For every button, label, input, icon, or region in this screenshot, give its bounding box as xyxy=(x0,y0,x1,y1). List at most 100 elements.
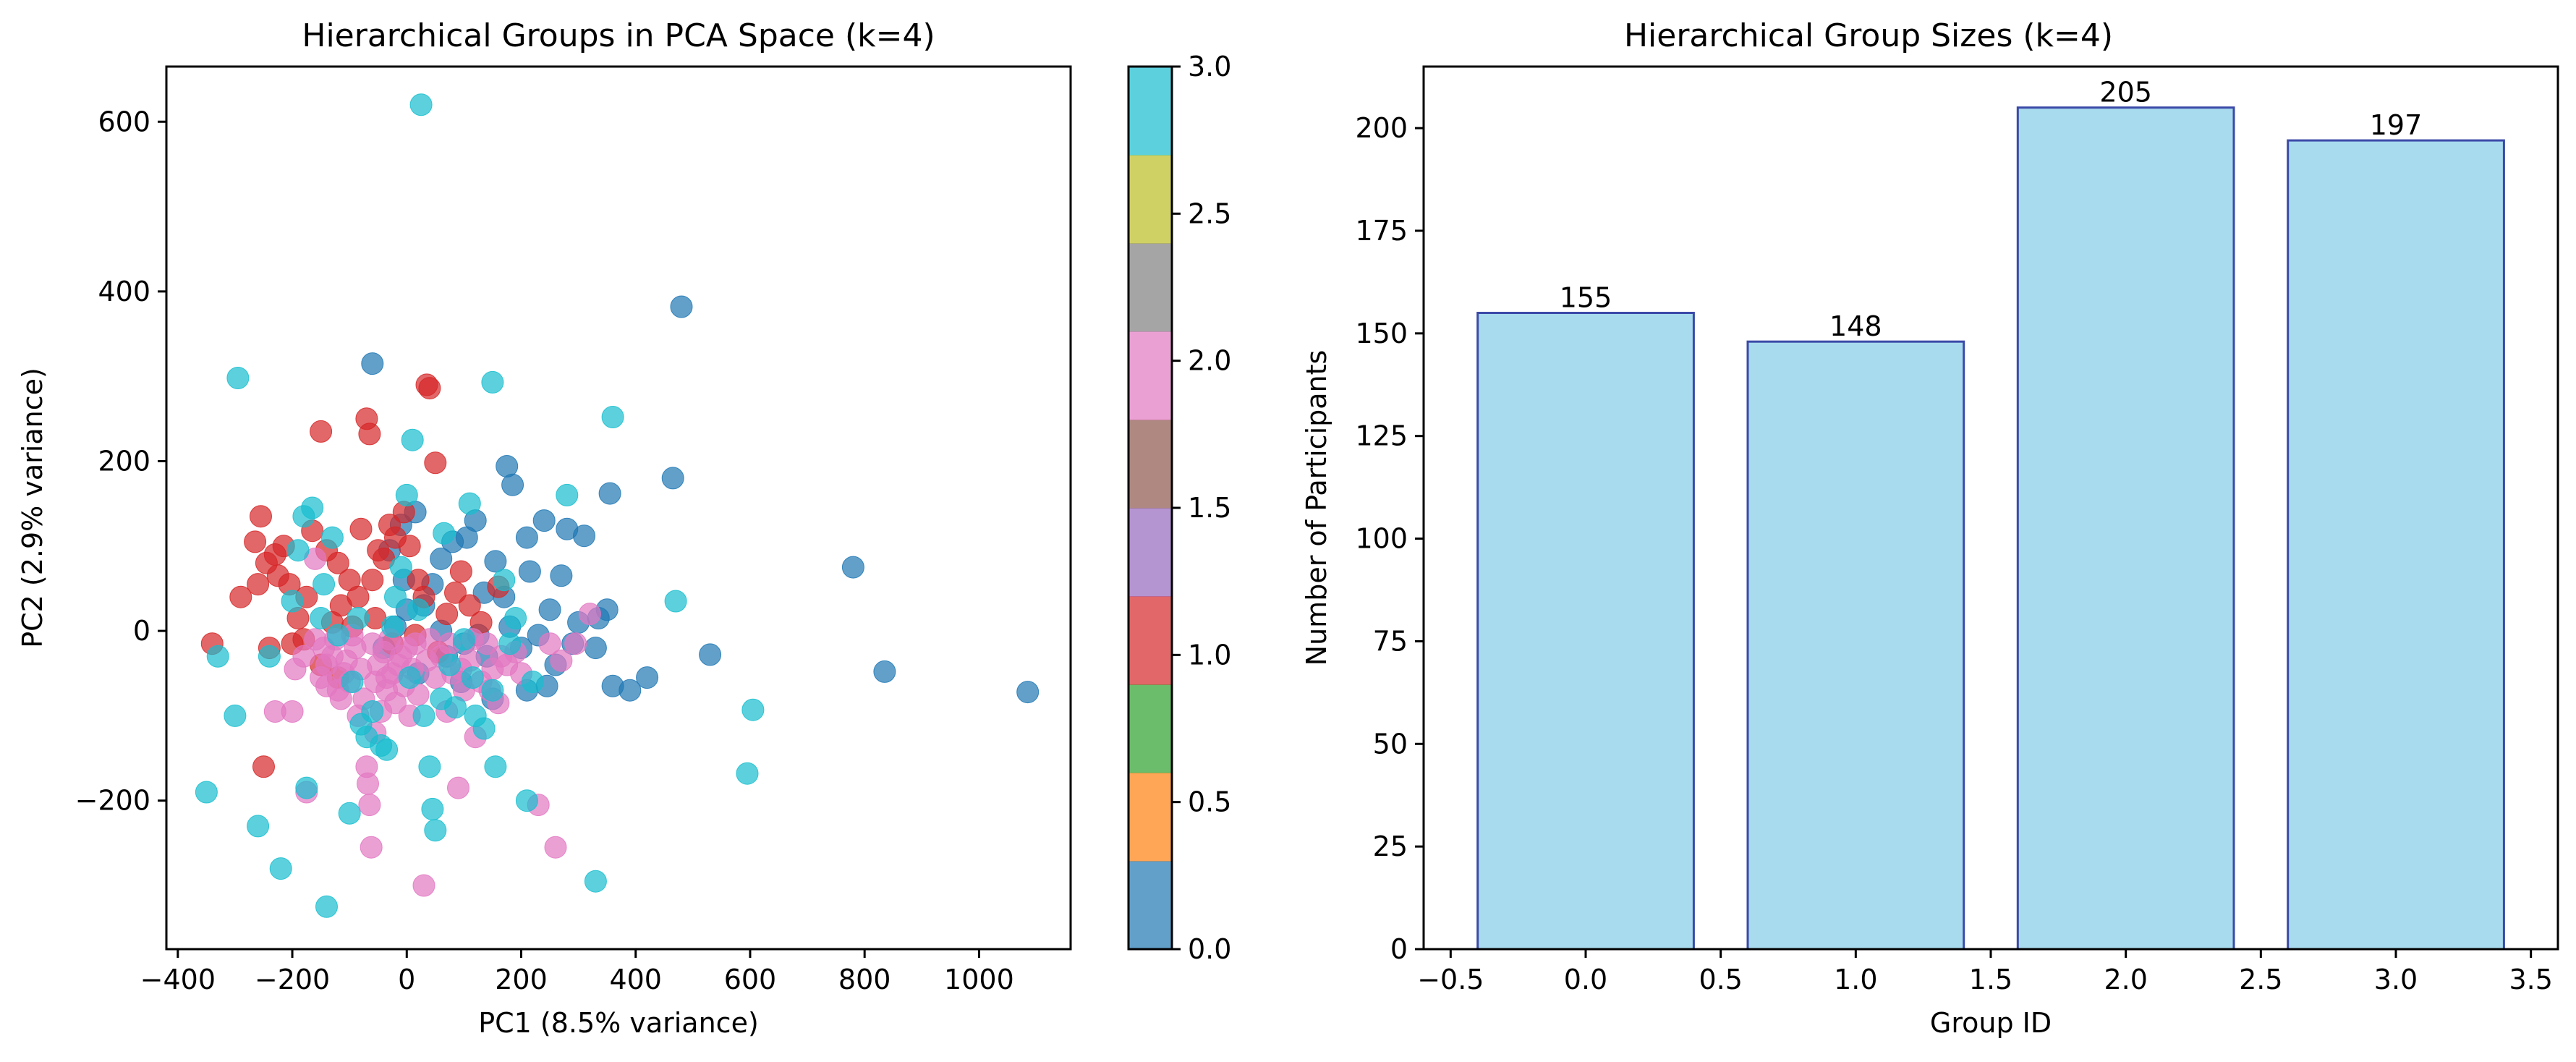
scatter-point xyxy=(412,874,435,897)
scatter-point xyxy=(452,628,475,651)
scatter-point xyxy=(418,755,441,778)
scatter-point xyxy=(295,776,318,799)
colorbar-segment xyxy=(1128,684,1172,773)
scatter-point xyxy=(409,93,433,116)
scatter-point xyxy=(447,776,469,799)
scatter-point xyxy=(481,370,504,394)
colorbar-segment xyxy=(1128,596,1172,685)
scatter-point xyxy=(315,895,338,918)
bar-x-axis-label: Group ID xyxy=(1930,1007,2052,1039)
scatter-point xyxy=(404,632,427,655)
scatter-point xyxy=(361,700,384,723)
scatter-point xyxy=(347,585,370,608)
scatter-y-tick-label: −200 xyxy=(75,785,150,817)
colorbar-segment xyxy=(1128,243,1172,332)
scatter-point xyxy=(736,762,759,785)
scatter-point xyxy=(401,428,424,451)
scatter-point xyxy=(544,836,567,859)
scatter-point xyxy=(458,492,481,515)
colorbar-tick-label: 0.0 xyxy=(1188,933,1231,965)
bar-y-axis-label: Number of Participants xyxy=(1301,350,1332,666)
scatter-point xyxy=(281,590,304,613)
colorbar-tick-label: 1.0 xyxy=(1188,639,1231,671)
scatter-point xyxy=(636,666,659,689)
scatter-point xyxy=(335,649,358,672)
scatter-point xyxy=(247,815,270,838)
scatter-point xyxy=(357,772,379,795)
scatter-point xyxy=(532,509,556,532)
scatter-point xyxy=(515,789,538,812)
scatter-point xyxy=(564,632,587,655)
scatter-point xyxy=(538,598,561,621)
scatter-point xyxy=(584,637,607,660)
scatter-point xyxy=(310,607,333,629)
bar-y-tick-label: 200 xyxy=(1355,112,1408,144)
scatter-x-axis: −400 −200 0 200 400 600 800 1000 xyxy=(140,949,1014,995)
bar-y-tick-label: 75 xyxy=(1373,625,1408,657)
scatter-point xyxy=(244,530,267,553)
colorbar-segment xyxy=(1128,773,1172,862)
scatter-point xyxy=(661,467,684,490)
scatter-points xyxy=(195,93,1040,918)
scatter-point xyxy=(310,420,333,443)
scatter-point xyxy=(550,649,573,672)
scatter-y-tick-label: 400 xyxy=(98,276,150,307)
scatter-point xyxy=(430,547,453,570)
bar-x-tick-label: −0.5 xyxy=(1417,964,1484,995)
scatter-point xyxy=(338,802,361,825)
scatter-point xyxy=(250,505,272,528)
scatter-point xyxy=(361,569,384,592)
scatter-point xyxy=(384,585,407,608)
scatter-point xyxy=(496,455,519,477)
colorbar-segment xyxy=(1128,67,1172,156)
scatter-point xyxy=(398,535,421,558)
scatter-point xyxy=(601,674,624,697)
scatter-point xyxy=(224,704,247,727)
scatter-title: Hierarchical Groups in PCA Space (k=4) xyxy=(302,17,935,54)
bar-value-label: 148 xyxy=(1829,310,1882,342)
scatter-point xyxy=(313,573,336,596)
scatter-point xyxy=(433,522,456,545)
scatter-point xyxy=(444,581,467,604)
scatter-point xyxy=(501,473,524,496)
bar-y-tick-label: 25 xyxy=(1373,831,1408,862)
bar-y-tick-label: 175 xyxy=(1355,215,1408,247)
scatter-point xyxy=(361,352,384,375)
bar xyxy=(1746,340,1965,951)
scatter-x-tick-label: 200 xyxy=(495,964,548,995)
scatter-point xyxy=(1016,681,1040,704)
colorbar-tick-label: 2.5 xyxy=(1188,197,1231,229)
colorbar-tick-label: 0.5 xyxy=(1188,786,1231,818)
bar-y-tick-label: 50 xyxy=(1373,728,1408,760)
bar-x-tick-label: 2.5 xyxy=(2239,964,2282,995)
scatter-point xyxy=(699,643,722,666)
scatter-x-tick-label: 1000 xyxy=(944,964,1014,995)
scatter-point xyxy=(266,564,289,587)
scatter-x-tick-label: −200 xyxy=(255,964,330,995)
scatter-point xyxy=(381,615,404,638)
scatter-point xyxy=(538,632,561,655)
scatter-x-tick-label: 800 xyxy=(838,964,891,995)
bar xyxy=(1476,312,1695,951)
scatter-point xyxy=(449,560,472,583)
scatter-point xyxy=(472,717,496,740)
scatter-point xyxy=(435,603,459,626)
scatter-point xyxy=(301,496,324,519)
scatter-plot-frame xyxy=(165,65,1072,951)
scatter-point xyxy=(550,564,573,587)
colorbar-tick-label: 3.0 xyxy=(1188,51,1231,82)
scatter-point xyxy=(438,653,462,676)
bar-y-tick-label: 150 xyxy=(1355,318,1408,349)
scatter-point xyxy=(741,698,765,721)
scatter-point xyxy=(375,666,399,689)
bar-panel: Hierarchical Group Sizes (k=4) 155 148 205… xyxy=(1301,17,2559,1039)
scatter-point xyxy=(361,632,384,655)
scatter-point xyxy=(412,704,435,727)
bar-x-tick-label: 2.0 xyxy=(2104,964,2147,995)
scatter-point xyxy=(281,700,304,723)
bar-value-label: 205 xyxy=(2099,77,2152,109)
scatter-panel: Hierarchical Groups in PCA Space (k=4) −… xyxy=(17,17,1072,1039)
scatter-point xyxy=(601,406,624,428)
scatter-point xyxy=(415,649,438,672)
